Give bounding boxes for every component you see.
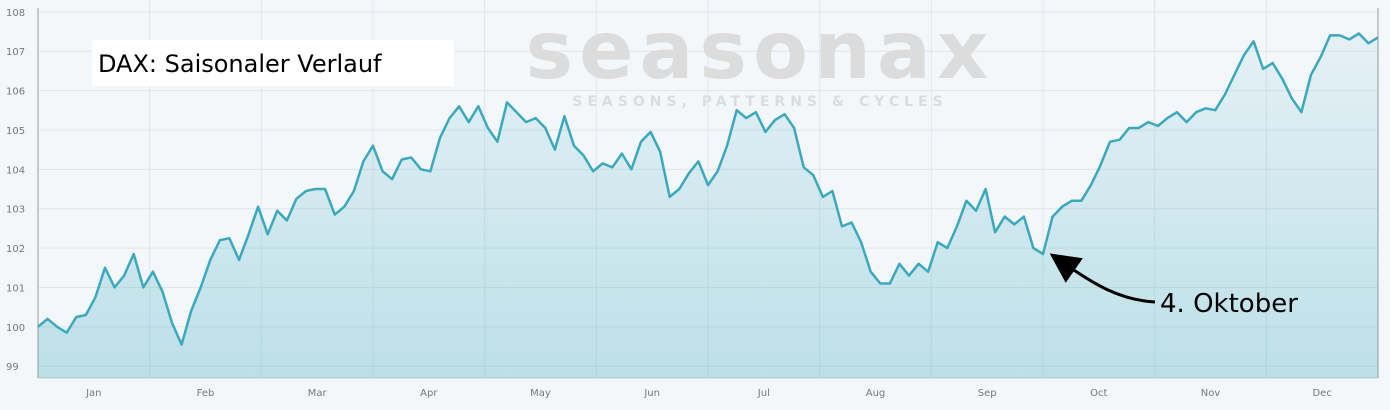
annotation-arrow [1049,253,1156,304]
x-tick-label: Oct [1090,388,1107,399]
x-tick-label: Jul [757,388,770,399]
y-tick-label: 107 [6,47,25,58]
y-tick-label: 103 [6,205,25,216]
x-tick-label: Dec [1312,388,1331,399]
watermark-tagline: SEASONS, PATTERNS & CYCLES [572,94,947,110]
area [38,33,1378,378]
x-tick-label: Nov [1201,388,1221,399]
y-tick-label: 108 [6,8,25,19]
y-tick-label: 100 [6,323,25,334]
y-tick-label: 99 [6,362,19,373]
y-tick-label: 101 [6,283,25,294]
y-tick-label: 106 [6,87,25,98]
x-tick-label: Sep [978,388,997,399]
x-tick-label: Mar [308,388,328,399]
x-tick-label: Jun [643,388,660,399]
y-tick-label: 104 [6,165,25,176]
x-tick-label: May [530,388,551,399]
x-tick-label: Jan [85,388,101,399]
annotation: 4. Oktober [1160,289,1298,319]
chart-title: DAX: Saisonaler Verlauf [98,50,382,78]
watermark: seasonax [526,4,995,97]
x-tick-label: Apr [420,388,438,399]
y-tick-label: 105 [6,126,25,137]
title-box [92,40,454,86]
line [37,32,1379,346]
y-tick-label: 102 [6,244,25,255]
x-tick-label: Feb [197,388,215,399]
x-tick-label: Aug [866,388,886,399]
